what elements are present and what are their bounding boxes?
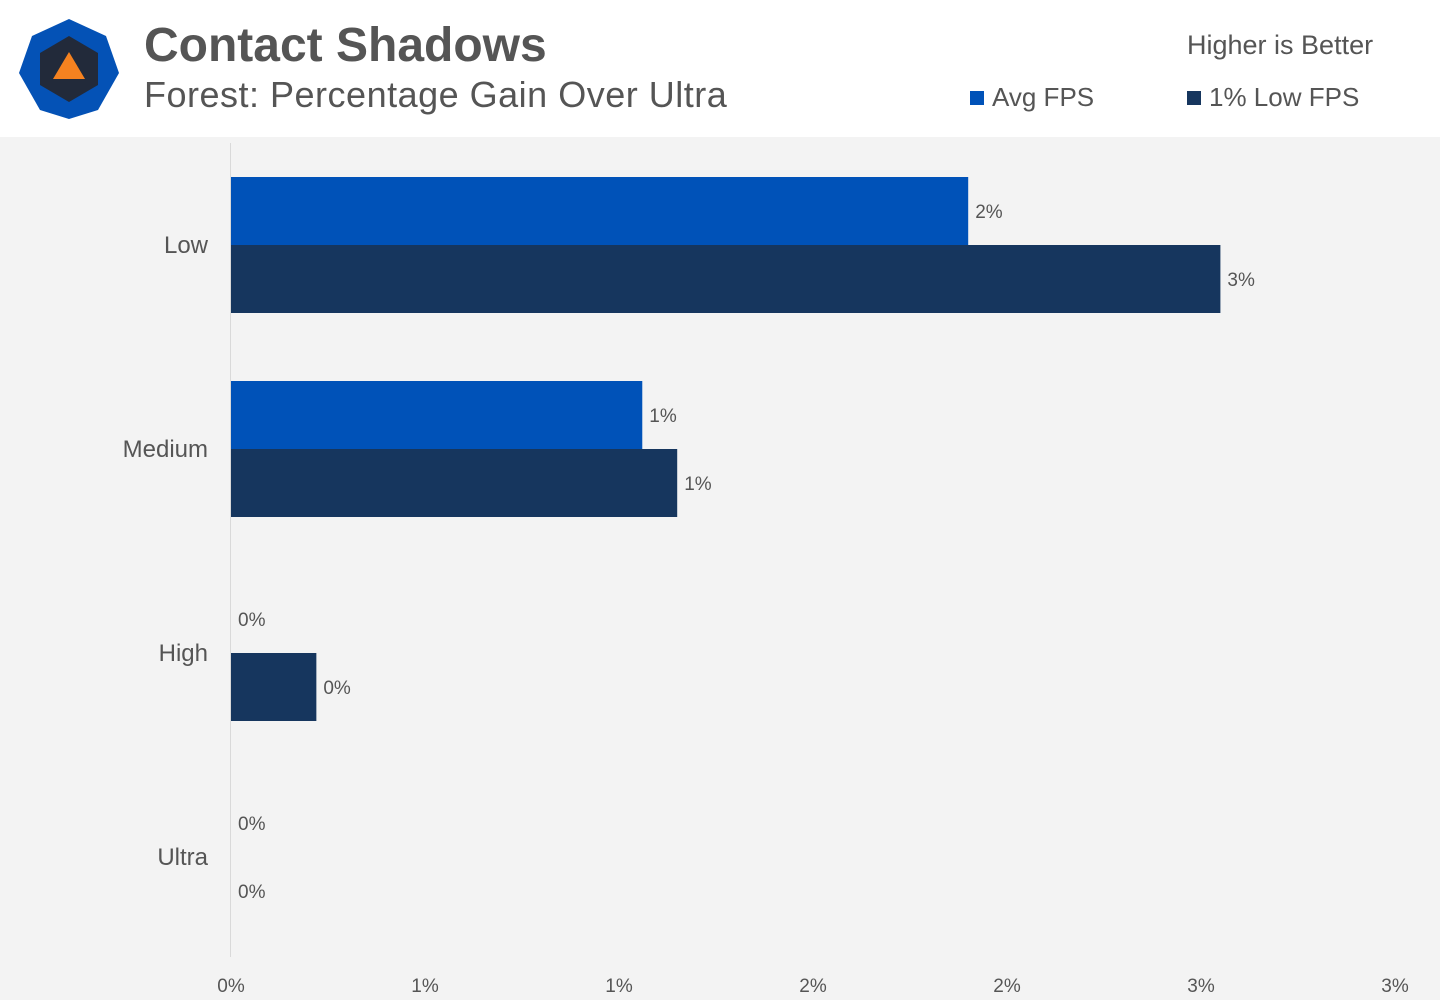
- legend-swatch-low-fps: [1187, 90, 1201, 105]
- bar-chart-plot: Low 2% 3% Medium 1% 1% High 0% 0% Ultra 0% 0% 0% 1% 1%…: [123, 143, 1409, 997]
- bar-medium-low-fps: [231, 449, 678, 517]
- chart-subtitle: Forest: Percentage Gain Over Ultra: [144, 74, 728, 115]
- category-label-low: Low: [164, 232, 209, 259]
- category-label-high: High: [159, 640, 208, 667]
- legend-item-avg-fps: Avg FPS: [970, 82, 1094, 113]
- legend-swatch-avg-fps: [970, 90, 984, 105]
- data-label-ultra-avg-fps: 0%: [238, 814, 266, 835]
- x-tick-label: 0%: [217, 976, 245, 997]
- x-tick-label: 2%: [993, 976, 1021, 997]
- x-tick-label: 1%: [605, 976, 633, 997]
- x-tick-label: 1%: [411, 976, 439, 997]
- chart-header: Contact Shadows Forest: Percentage Gain …: [0, 0, 1440, 137]
- data-label-high-low-fps: 0%: [323, 678, 351, 699]
- data-label-medium-low-fps: 1%: [684, 474, 712, 495]
- x-tick-label: 3%: [1187, 976, 1215, 997]
- data-label-ultra-low-fps: 0%: [238, 882, 266, 903]
- bar-medium-avg-fps: [231, 381, 643, 449]
- data-label-high-avg-fps: 0%: [238, 610, 266, 631]
- bar-high-low-fps: [231, 653, 317, 721]
- x-tick-label: 3%: [1381, 976, 1409, 997]
- x-tick-label: 2%: [799, 976, 827, 997]
- legend-item-low-fps: 1% Low FPS: [1187, 82, 1359, 113]
- data-label-low-low-fps: 3%: [1227, 270, 1255, 291]
- legend-label-avg-fps: Avg FPS: [992, 82, 1095, 112]
- chart-title: Contact Shadows: [144, 19, 547, 72]
- legend-label-low-fps: 1% Low FPS: [1209, 82, 1360, 112]
- bar-low-avg-fps: [231, 177, 969, 245]
- category-label-ultra: Ultra: [157, 844, 208, 871]
- category-label-medium: Medium: [123, 436, 208, 463]
- hexagon-triangle-logo-icon: [19, 19, 119, 119]
- bar-low-low-fps: [231, 245, 1221, 313]
- higher-is-better-note: Higher is Better: [1187, 30, 1374, 60]
- data-label-low-avg-fps: 2%: [975, 202, 1003, 223]
- data-label-medium-avg-fps: 1%: [649, 406, 677, 427]
